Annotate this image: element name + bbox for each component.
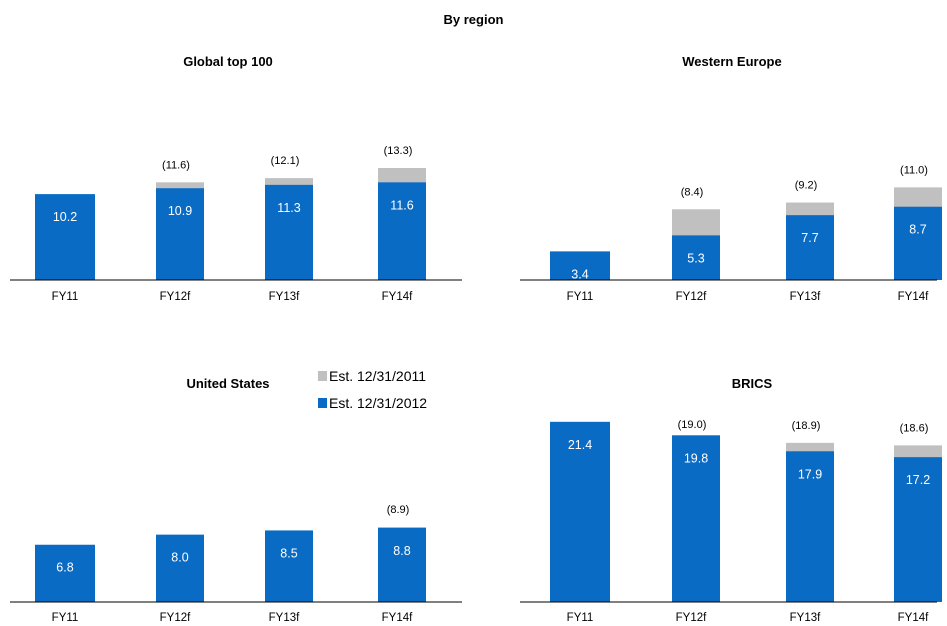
- x-tick-label: FY12f: [160, 291, 191, 303]
- data-label-est-2012: 6.8: [56, 561, 73, 575]
- bar-est-2012: [894, 457, 942, 602]
- data-label-est-2012: 5.3: [687, 251, 704, 265]
- x-tick-label: FY12f: [676, 612, 707, 624]
- data-label-est-2012: 8.0: [171, 551, 188, 565]
- data-label-est-2011: (8.4): [681, 186, 704, 198]
- legend-entry: Est. 12/31/2011: [329, 368, 426, 384]
- bar-est-2012: [35, 194, 95, 280]
- bar-est-2012: [378, 527, 426, 602]
- data-label-est-2012: 11.6: [390, 198, 413, 212]
- panel-title: Western Europe: [682, 54, 781, 69]
- x-tick-label: FY12f: [160, 612, 191, 624]
- bar-est-2012: [156, 534, 204, 602]
- data-label-est-2011: (18.6): [900, 422, 929, 434]
- x-tick-label: FY11: [567, 291, 594, 303]
- data-label-est-2012: 7.7: [801, 231, 818, 245]
- data-label-est-2011: (8.9): [387, 504, 410, 516]
- data-label-est-2012: 19.8: [684, 451, 708, 465]
- data-label-est-2012: 8.7: [909, 223, 926, 237]
- data-label-est-2012: 17.2: [906, 473, 930, 487]
- bar-est-2012: [378, 182, 426, 280]
- x-tick-label: FY12f: [676, 291, 707, 303]
- legend-swatch: [318, 371, 327, 381]
- bar-est-2012: [265, 184, 313, 280]
- bar-est-2012: [550, 421, 610, 602]
- bar-est-2012: [786, 215, 834, 280]
- x-tick-label: FY14f: [382, 291, 413, 303]
- data-label-est-2011: (11.0): [900, 164, 928, 176]
- bar-est-2012: [156, 188, 204, 280]
- bar-est-2012: [672, 235, 720, 280]
- panel-title: BRICS: [732, 376, 773, 391]
- bar-est-2012: [550, 251, 610, 280]
- data-label-est-2012: 3.4: [571, 267, 588, 281]
- data-label-est-2011: (9.2): [795, 180, 818, 192]
- x-tick-label: FY13f: [790, 291, 821, 303]
- bar-est-2012: [672, 435, 720, 602]
- x-tick-label: FY11: [52, 612, 79, 624]
- page-title: By region: [443, 12, 504, 27]
- legend-entry: Est. 12/31/2012: [329, 395, 427, 411]
- bar-est-2012: [786, 451, 834, 602]
- bar-est-2012: [894, 206, 942, 280]
- legend-swatch: [318, 398, 327, 408]
- data-label-est-2012: 11.3: [277, 201, 300, 215]
- data-label-est-2012: 10.2: [53, 210, 77, 224]
- data-label-est-2011: (18.9): [792, 420, 821, 432]
- panel-title: Global top 100: [183, 54, 273, 69]
- data-label-est-2011: (13.3): [384, 145, 413, 157]
- data-label-est-2011: (12.1): [271, 155, 300, 167]
- x-tick-label: FY13f: [269, 612, 300, 624]
- x-tick-label: FY14f: [382, 612, 413, 624]
- data-label-est-2012: 10.9: [168, 204, 192, 218]
- x-tick-label: FY14f: [898, 291, 929, 303]
- data-label-est-2012: 21.4: [568, 438, 592, 452]
- panel-title: United States: [186, 376, 269, 391]
- data-label-est-2012: 8.5: [280, 546, 297, 560]
- x-tick-label: FY13f: [790, 612, 821, 624]
- data-label-est-2011: (19.0): [678, 419, 707, 431]
- x-tick-label: FY11: [52, 291, 79, 303]
- bar-est-2012: [265, 530, 313, 602]
- data-label-est-2012: 8.8: [393, 544, 410, 558]
- x-tick-label: FY13f: [269, 291, 300, 303]
- x-tick-label: FY14f: [898, 612, 929, 624]
- bar-est-2012: [35, 544, 95, 602]
- x-tick-label: FY11: [567, 612, 594, 624]
- data-label-est-2012: 17.9: [798, 467, 822, 481]
- data-label-est-2011: (11.6): [162, 159, 190, 171]
